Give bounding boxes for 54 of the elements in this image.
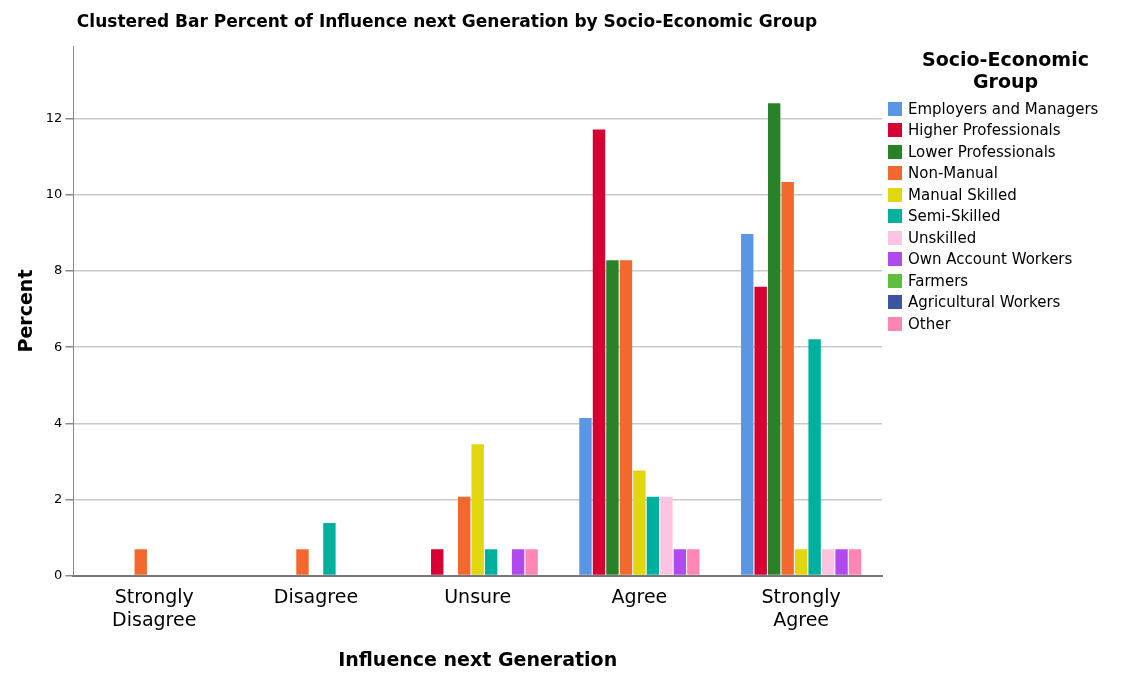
legend-label: Farmers bbox=[908, 271, 969, 290]
bar bbox=[606, 260, 619, 575]
chart-title: Clustered Bar Percent of Influence next Generation by Socio-Economic Group bbox=[76, 10, 818, 31]
bar bbox=[592, 129, 606, 575]
bar bbox=[754, 286, 767, 575]
x-tick-label: Unsure bbox=[444, 584, 512, 607]
legend-title: Socio-Economic Group bbox=[921, 48, 1090, 92]
y-tick-label: 12 bbox=[45, 110, 63, 126]
legend-label: Employers and Managers bbox=[908, 99, 1099, 118]
bar bbox=[511, 549, 525, 575]
bar bbox=[767, 103, 781, 575]
legend-label: Unskilled bbox=[908, 228, 977, 247]
bar bbox=[323, 523, 336, 575]
legend-label: Non-Manual bbox=[908, 164, 998, 183]
bar bbox=[296, 549, 309, 575]
x-tick-label: Agree bbox=[611, 584, 668, 607]
bar bbox=[835, 549, 848, 575]
bar bbox=[794, 549, 808, 575]
legend-label: Higher Professionals bbox=[908, 121, 1061, 140]
bar bbox=[134, 549, 147, 575]
x-tick-label: Disagree bbox=[273, 584, 359, 607]
bar bbox=[646, 496, 660, 575]
bar bbox=[687, 549, 700, 575]
bar bbox=[848, 549, 862, 575]
y-tick-label: 8 bbox=[54, 262, 63, 278]
y-tick-label: 6 bbox=[54, 338, 63, 354]
legend-label: Semi-Skilled bbox=[908, 207, 1001, 226]
x-tick-label: Strongly Agree bbox=[761, 584, 841, 630]
bar bbox=[431, 549, 444, 575]
bar bbox=[619, 260, 633, 575]
bar bbox=[821, 549, 835, 575]
bar bbox=[484, 549, 498, 575]
bar bbox=[673, 549, 687, 575]
y-tick-label: 0 bbox=[54, 566, 63, 582]
legend-label: Lower Professionals bbox=[908, 142, 1056, 161]
y-tick-label: 4 bbox=[54, 414, 63, 430]
bar bbox=[781, 181, 794, 575]
legend-label: Agricultural Workers bbox=[908, 293, 1061, 312]
legend-label: Own Account Workers bbox=[908, 250, 1073, 269]
legend-label: Other bbox=[908, 314, 951, 333]
bar bbox=[579, 417, 592, 575]
bar bbox=[741, 234, 754, 575]
bar bbox=[808, 339, 821, 575]
bar bbox=[660, 496, 673, 575]
y-tick-label: 10 bbox=[45, 186, 63, 202]
bar bbox=[525, 549, 538, 575]
bar bbox=[457, 496, 471, 575]
y-axis-title: Percent bbox=[14, 269, 37, 353]
x-axis-title: Influence next Generation bbox=[338, 647, 618, 670]
bar bbox=[633, 470, 646, 575]
legend-label: Manual Skilled bbox=[908, 185, 1017, 204]
bar bbox=[471, 444, 484, 575]
x-tick-label: Strongly Disagree bbox=[112, 584, 197, 630]
y-tick-label: 2 bbox=[54, 490, 63, 506]
